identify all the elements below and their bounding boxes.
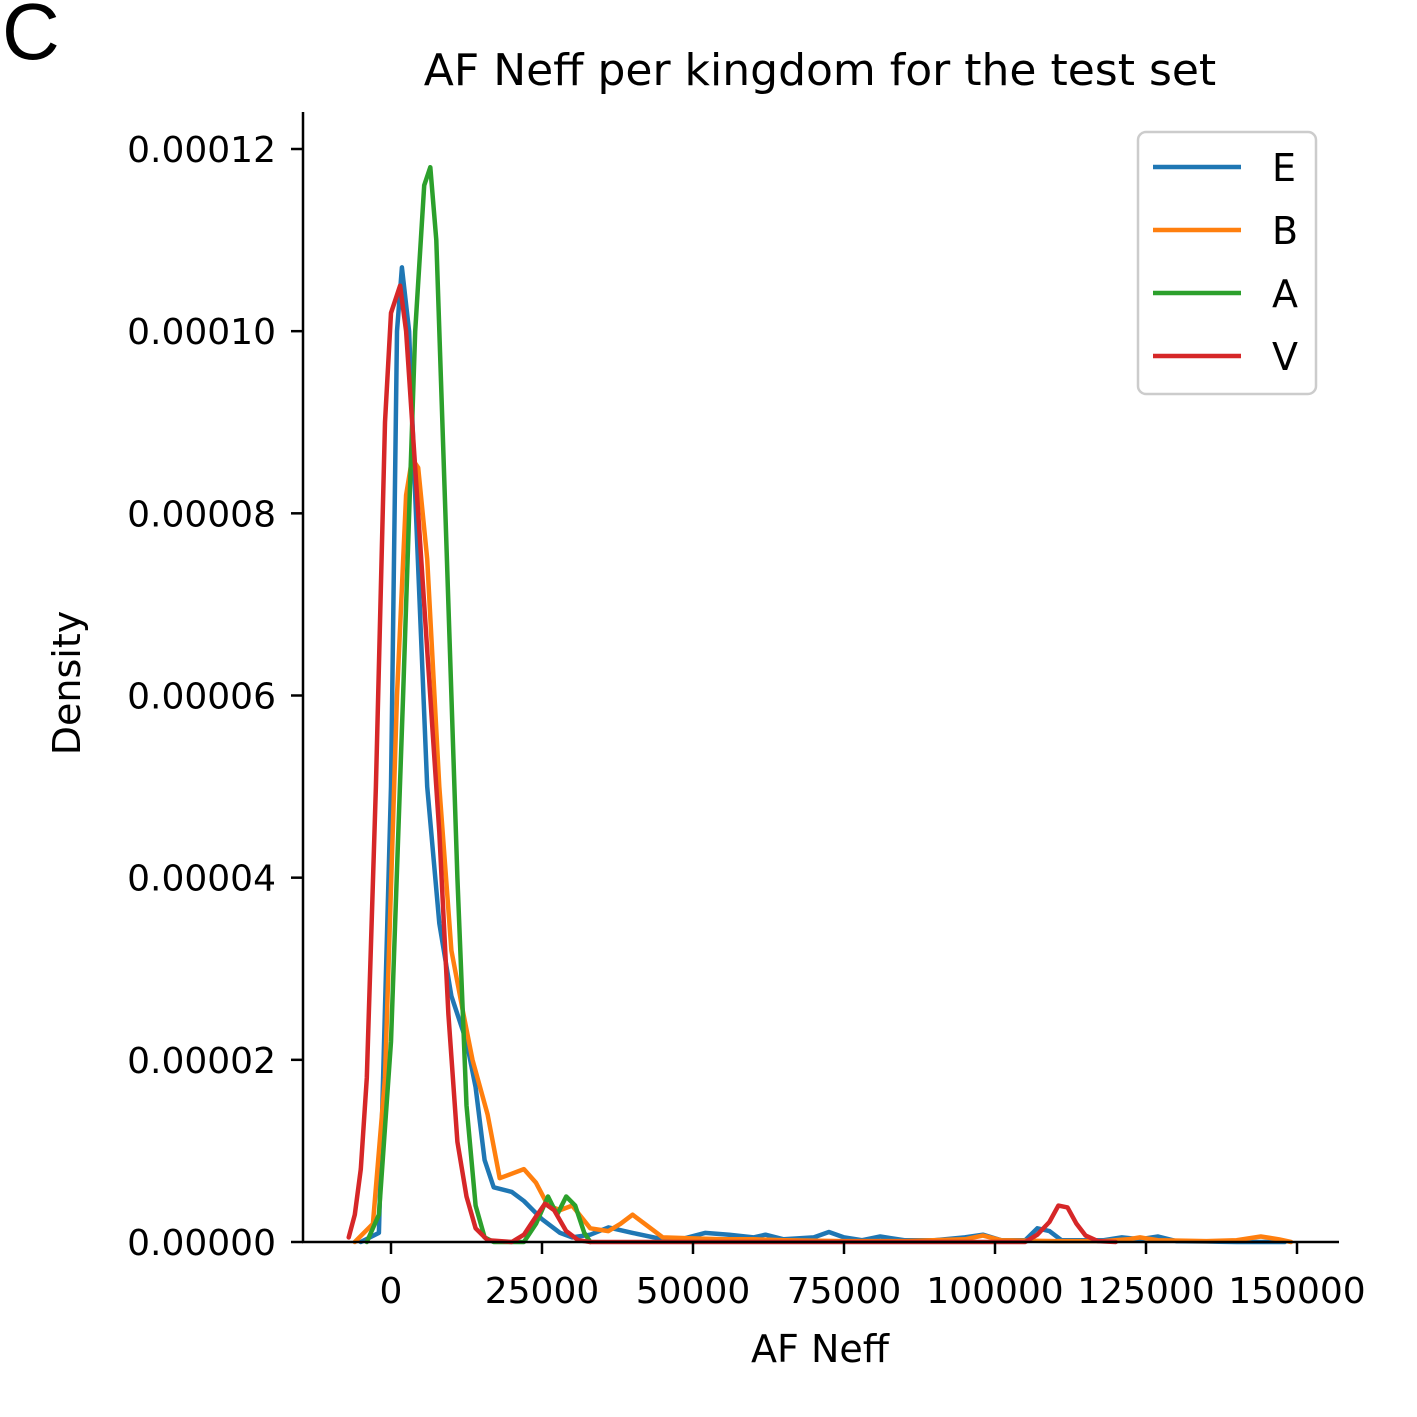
y-tick-label: 0.00004 bbox=[127, 859, 276, 900]
series-line-V bbox=[346, 283, 1119, 1245]
y-tick-label: 0.00002 bbox=[127, 1041, 276, 1082]
y-axis-label: Density bbox=[45, 611, 89, 755]
x-tick-label: 25000 bbox=[485, 1271, 600, 1312]
legend-label-E: E bbox=[1272, 146, 1296, 190]
series-line-E bbox=[358, 265, 1288, 1245]
x-tick-label: 50000 bbox=[636, 1271, 751, 1312]
legend-label-A: A bbox=[1272, 272, 1298, 316]
legend-frame bbox=[1136, 130, 1318, 396]
x-tick-label: 150000 bbox=[1228, 1271, 1365, 1312]
x-axis-label: AF Neff bbox=[751, 1327, 890, 1371]
y-tick-label: 0.00012 bbox=[127, 130, 276, 171]
series-line-A bbox=[364, 164, 593, 1245]
panel-letter: C bbox=[2, 0, 60, 76]
series-line-B bbox=[352, 456, 1294, 1245]
x-tick-label: 0 bbox=[380, 1271, 403, 1312]
y-tick-label: 0.00000 bbox=[127, 1223, 276, 1264]
y-tick-label: 0.00006 bbox=[127, 677, 276, 718]
legend-label-B: B bbox=[1272, 209, 1298, 253]
legend-label-V: V bbox=[1272, 335, 1298, 379]
x-tick-label: 75000 bbox=[787, 1271, 902, 1312]
y-tick-label: 0.00010 bbox=[127, 312, 276, 353]
chart-title: AF Neff per kingdom for the test set bbox=[424, 45, 1216, 96]
ticks-layer: 0 25000 50000 75000 100000 125000 150000 0.0000… bbox=[127, 130, 1366, 1312]
x-tick-label: 100000 bbox=[926, 1271, 1063, 1312]
y-tick-label: 0.00008 bbox=[127, 494, 276, 535]
x-tick-label: 125000 bbox=[1077, 1271, 1214, 1312]
